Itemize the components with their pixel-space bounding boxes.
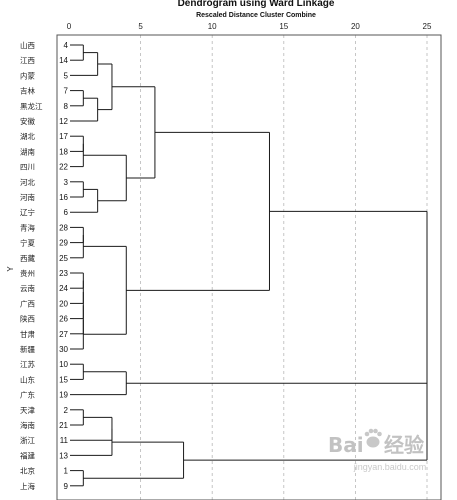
leaf-name: 山东 [20, 374, 35, 384]
leaf-number: 19 [59, 391, 68, 400]
leaf-number: 7 [64, 87, 69, 96]
leaf-number: 28 [59, 223, 68, 232]
leaf-name: 河北 [20, 178, 35, 187]
leaf-number: 5 [64, 71, 69, 80]
leaf-name: 青海 [20, 222, 35, 232]
leaf-number: 15 [59, 375, 68, 384]
leaf-number: 14 [59, 56, 68, 65]
watermark-brand: Bai [328, 433, 364, 457]
leaf-name: 浙江 [20, 435, 35, 445]
leaf-number: 20 [59, 299, 68, 308]
leaf-number: 21 [59, 421, 68, 430]
leaf-name: 贵州 [20, 268, 35, 278]
x-tick-label: 5 [138, 22, 143, 31]
paw-icon [364, 428, 382, 448]
leaf-name: 安徽 [20, 116, 35, 126]
watermark-url: jingyan.baidu.com [353, 462, 427, 472]
leaf-number: 4 [64, 41, 69, 50]
leaf-name: 福建 [20, 450, 35, 460]
leaf-number: 29 [59, 239, 68, 248]
x-tick-label: 0 [67, 22, 72, 31]
leaf-name: 黑龙江 [20, 101, 43, 111]
leaf-number: 9 [64, 482, 69, 491]
x-tick-label: 10 [208, 22, 217, 31]
leaf-number: 12 [59, 117, 68, 126]
leaf-name: 宁夏 [20, 238, 35, 248]
leaf-name: 内蒙 [20, 70, 35, 80]
leaf-name: 江苏 [20, 359, 35, 369]
leaf-name: 广东 [20, 390, 35, 400]
leaf-name: 湖北 [20, 132, 35, 141]
leaf-number: 8 [64, 102, 69, 111]
leaf-name: 河南 [20, 192, 35, 202]
leaf-name: 云南 [20, 283, 35, 293]
leaf-name: 辽宁 [20, 207, 35, 217]
leaf-number: 3 [64, 178, 69, 187]
x-tick-label: 25 [423, 22, 432, 31]
leaf-name: 甘肃 [20, 329, 35, 339]
leaf-name: 天津 [20, 406, 35, 415]
leaf-name: 新疆 [20, 344, 35, 354]
leaf-number: 17 [59, 132, 68, 141]
leaf-number: 11 [60, 436, 69, 445]
leaf-number: 23 [59, 269, 68, 278]
leaf-number: 30 [59, 345, 68, 354]
plot-frame [56, 34, 442, 500]
leaf-name: 广西 [20, 298, 35, 308]
leaf-number: 13 [59, 451, 68, 460]
leaf-number: 25 [59, 254, 68, 263]
leaf-number: 26 [59, 315, 68, 324]
leaf-number: 2 [64, 406, 69, 415]
leaf-name: 上海 [20, 481, 35, 491]
leaf-name: 四川 [20, 163, 35, 172]
leaf-name: 海南 [20, 420, 35, 430]
watermark-brand-tail: 经验 [384, 433, 424, 457]
leaf-number: 24 [59, 284, 68, 293]
leaf-number: 16 [59, 193, 68, 202]
dendrogram-links [70, 44, 428, 487]
leaf-number: 1 [64, 467, 69, 476]
leaf-name: 吉林 [20, 86, 35, 96]
x-gridlines [140, 35, 428, 500]
x-tick-label: 15 [279, 22, 288, 31]
leaf-name: 西藏 [20, 253, 35, 263]
leaf-number: 27 [59, 330, 68, 339]
leaf-name: 湖南 [20, 146, 35, 156]
x-axis-ticks: 0 5 10 15 20 25 [67, 22, 432, 31]
x-tick-label: 20 [351, 22, 360, 31]
leaf-number: 22 [59, 163, 68, 172]
leaf-name: 北京 [20, 466, 35, 476]
leaf-number: 10 [59, 360, 68, 369]
leaf-number: 6 [64, 208, 69, 217]
leaf-name: 江西 [20, 56, 35, 65]
chart-title: Dendrogram using Ward Linkage [178, 0, 335, 9]
y-axis-label: Y [6, 266, 15, 272]
leaf-name: 山西 [20, 40, 35, 50]
leaf-number: 18 [59, 147, 68, 156]
baidu-watermark: Bai 经验 jingyan.baidu.com [328, 428, 427, 472]
chart-subtitle: Rescaled Distance Cluster Combine [196, 12, 316, 19]
leaf-name: 陕西 [20, 314, 35, 324]
